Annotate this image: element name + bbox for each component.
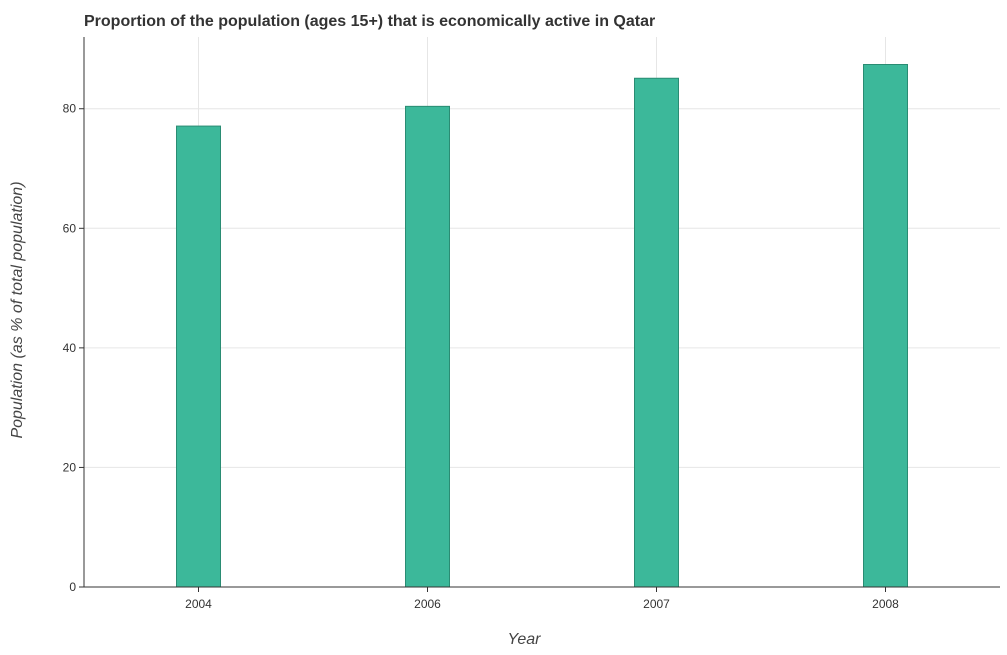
y-tick-label: 80 [63,102,77,116]
x-tick-label: 2007 [643,597,670,611]
y-tick-label: 0 [69,580,76,594]
tick-labels: 0 20 40 60 80 2004 2006 2007 2008 [63,102,900,611]
y-axis-label: Population (as % of total population) [9,181,26,438]
y-tick-label: 60 [63,221,77,235]
x-axis-label: Year [508,631,542,648]
x-tick-label: 2008 [872,597,899,611]
y-tick-label: 20 [63,460,77,474]
gridlines [84,37,1000,588]
chart-title: Proportion of the population (ages 15+) … [84,13,655,30]
axes [79,37,1000,592]
x-tick-label: 2004 [185,597,212,611]
bar-2004 [176,125,221,588]
bar-2006 [405,105,450,588]
x-tick-label: 2006 [414,597,441,611]
y-tick-label: 40 [63,341,77,355]
bars [176,64,908,588]
bar-2008 [863,64,908,588]
bar-2007 [634,77,679,588]
